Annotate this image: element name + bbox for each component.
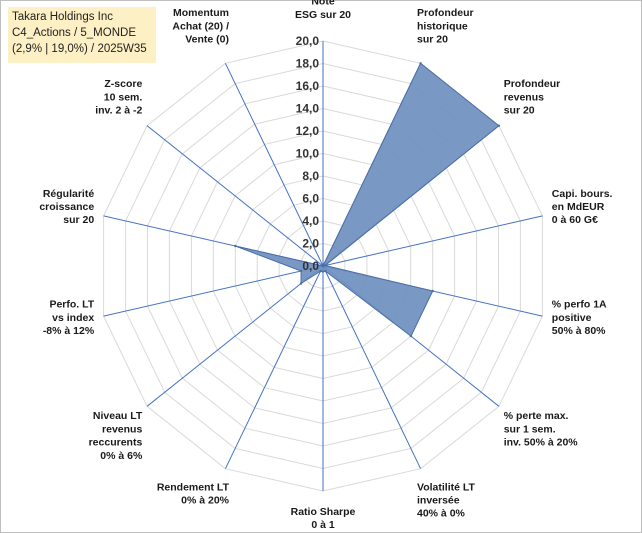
tick-label: 18,0 bbox=[296, 57, 320, 71]
axis-spoke bbox=[224, 63, 324, 267]
axis-label-line: reccurents bbox=[89, 437, 143, 449]
axis-label-line: -8% à 12% bbox=[43, 325, 95, 337]
axis-label: Ratio Sharpe 0 à 1 bbox=[291, 506, 356, 531]
portfolio-category: C4_Actions / 5_MONDE bbox=[12, 27, 136, 39]
data-point bbox=[321, 270, 325, 273]
axis-spoke bbox=[146, 125, 324, 267]
data-point bbox=[324, 264, 327, 267]
axis-spoke bbox=[322, 265, 422, 469]
tick-label: 10,0 bbox=[296, 147, 320, 161]
axis-label-line: Volatilité LT bbox=[417, 481, 476, 493]
tick-label: 0,0 bbox=[302, 259, 319, 273]
axis-label-line: Niveau LT bbox=[93, 410, 143, 422]
axis-label-line: Achat (20) / bbox=[172, 20, 229, 32]
axis-label-line: ESG sur 20 bbox=[295, 9, 351, 21]
data-point bbox=[409, 334, 413, 338]
data-point bbox=[299, 269, 303, 273]
tick-label: 6,0 bbox=[302, 192, 319, 206]
tick-label: 4,0 bbox=[302, 214, 319, 228]
axis-label-line: 0 à 60 G€ bbox=[552, 214, 598, 226]
tick-label: 14,0 bbox=[296, 102, 320, 116]
axis-label: Rendement LT 0% à 20% bbox=[157, 481, 230, 506]
axis-label-line: Z-score bbox=[104, 78, 142, 90]
axis-label-line: croissance bbox=[39, 201, 94, 213]
tick-label: 20,0 bbox=[296, 34, 320, 48]
data-point bbox=[299, 282, 303, 285]
data-point bbox=[419, 62, 422, 65]
axis-label-line: 0% à 6% bbox=[100, 450, 143, 462]
axis-label-line: 10 sem. bbox=[104, 91, 143, 103]
axis-label: Régularité croissance sur 20 bbox=[39, 188, 94, 226]
chart-title-box: Takara Holdings Inc C4_Actions / 5_MONDE… bbox=[8, 7, 156, 63]
axis-spoke bbox=[103, 265, 324, 317]
axis-label-line: Ratio Sharpe bbox=[291, 506, 356, 518]
data-point bbox=[497, 124, 501, 127]
axis-label-line: Profondeur bbox=[504, 78, 561, 90]
axis-label-line: vs index bbox=[52, 312, 94, 324]
axis-label-line: 40% à 0% bbox=[417, 508, 466, 520]
axis-label-line: 50% à 80% bbox=[552, 325, 606, 337]
axis-label-line: % perfo 1A bbox=[552, 299, 607, 311]
axis-label-line: 0 à 1 bbox=[311, 519, 335, 531]
data-point bbox=[234, 244, 237, 248]
axis-label-line: en MdEUR bbox=[552, 201, 605, 213]
axis-label: Profondeur historique sur 20 bbox=[417, 7, 474, 45]
axis-label: Niveau LT revenus reccurents 0% à 6% bbox=[89, 410, 143, 462]
axis-label-line: Vente (0) bbox=[185, 34, 229, 46]
axis-label: Momentum Achat (20) / Vente (0) bbox=[172, 7, 229, 45]
axis-label-line: % perte max. bbox=[504, 410, 569, 422]
axis-label-line: inv. 2 à -2 bbox=[95, 105, 142, 117]
axis-label-line: positive bbox=[552, 312, 592, 324]
axis-label-line: Régularité bbox=[43, 188, 95, 200]
data-point bbox=[324, 269, 327, 273]
data-point bbox=[321, 264, 325, 268]
data-point bbox=[431, 289, 434, 293]
axis-label-line: Capi. bours. bbox=[552, 188, 613, 200]
performance-period: (2,9% | 19,0%) / 2025W35 bbox=[12, 43, 147, 55]
axis-spoke bbox=[146, 265, 324, 407]
axis-label: Capi. bours. en MdEUR 0 à 60 G€ bbox=[552, 188, 613, 226]
axis-label: Profondeur revenus sur 20 bbox=[504, 78, 561, 116]
axis-label-line: Rendement LT bbox=[157, 481, 230, 493]
axis-label-line: Perfo. LT bbox=[49, 299, 94, 311]
axis-spoke bbox=[322, 215, 543, 267]
data-point bbox=[319, 269, 322, 273]
tick-label: 16,0 bbox=[296, 79, 320, 93]
axis-label-line: sur 20 bbox=[63, 214, 94, 226]
tick-label: 12,0 bbox=[296, 124, 320, 138]
axis-label: Note ESG sur 20 bbox=[295, 0, 351, 21]
axis-label: Z-score 10 sem. inv. 2 à -2 bbox=[95, 78, 142, 116]
axis-label-line: inversée bbox=[417, 495, 460, 507]
axis-label-line: historique bbox=[417, 20, 468, 32]
axis-label-line: Momentum bbox=[173, 7, 229, 19]
axis-label-line: inv. 50% à 20% bbox=[504, 437, 579, 449]
company-name: Takara Holdings Inc bbox=[12, 11, 113, 23]
axis-label-line: revenus bbox=[504, 91, 544, 103]
axis-label-line: Note bbox=[311, 0, 334, 8]
axis-spoke bbox=[224, 265, 324, 469]
axis-label-line: sur 1 sem. bbox=[504, 423, 556, 435]
axis-label: Volatilité LT inversée 40% à 0% bbox=[417, 481, 476, 519]
axis-label-line: Profondeur bbox=[417, 7, 474, 19]
axis-label-line: revenus bbox=[102, 423, 142, 435]
tick-label: 2,0 bbox=[302, 237, 319, 251]
axis-label: Perfo. LT vs index -8% à 12% bbox=[43, 299, 95, 337]
axis-label: % perte max. sur 1 sem. inv. 50% à 20% bbox=[504, 410, 579, 448]
axis-label-line: sur 20 bbox=[504, 105, 535, 117]
axis-label-line: sur 20 bbox=[417, 34, 448, 46]
tick-label: 8,0 bbox=[302, 169, 319, 183]
axis-label-line: 0% à 20% bbox=[181, 495, 230, 507]
axis-label: % perfo 1A positive 50% à 80% bbox=[552, 299, 607, 337]
data-area bbox=[235, 62, 500, 337]
